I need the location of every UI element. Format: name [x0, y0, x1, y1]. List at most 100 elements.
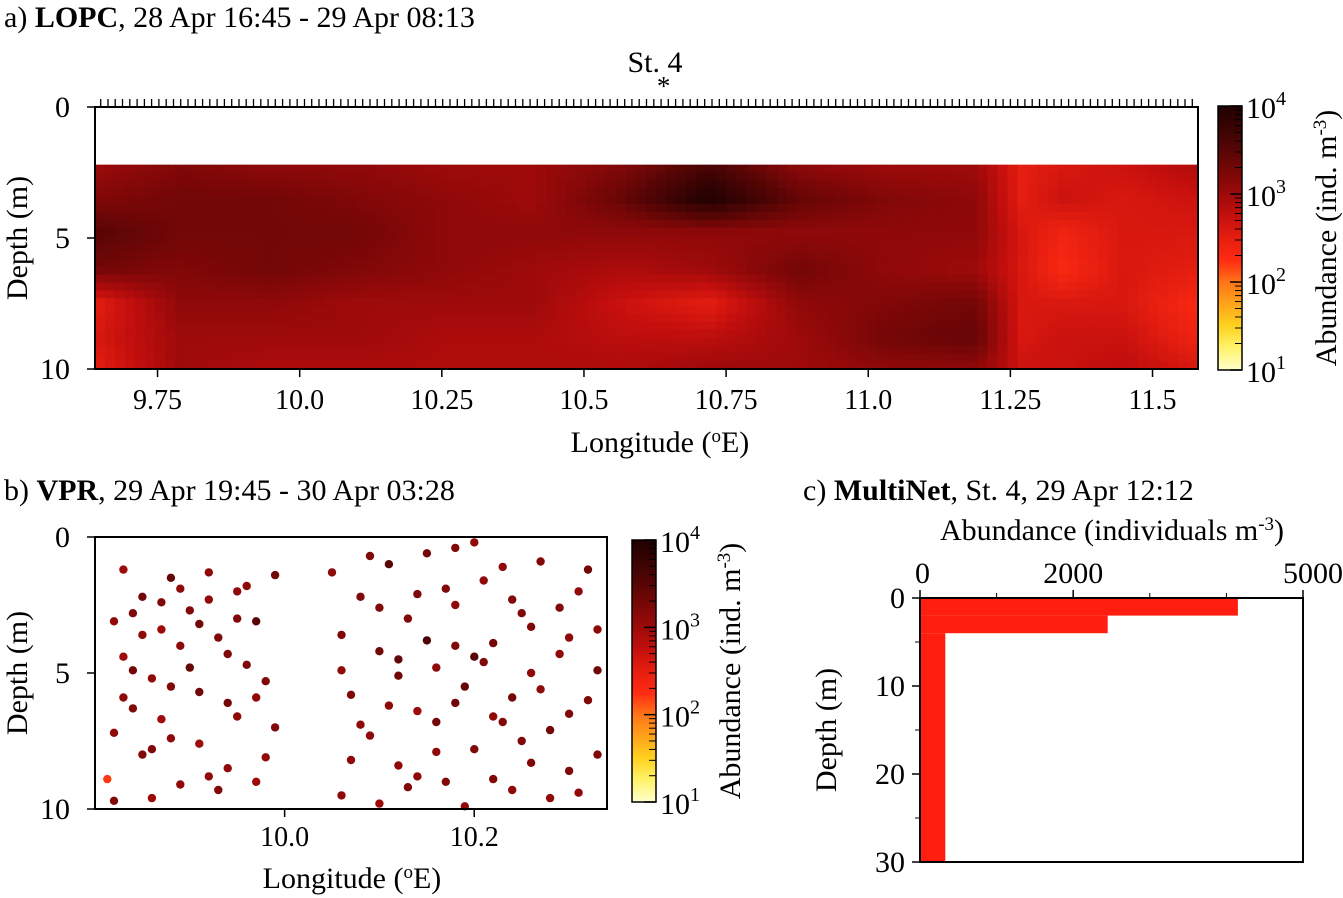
heatmap-cell [345, 329, 357, 339]
heatmap-cell [1027, 345, 1039, 354]
heatmap-cell [716, 313, 728, 323]
heatmap-cell [636, 298, 648, 307]
vpr-point [337, 666, 346, 675]
heatmap-cell [145, 306, 156, 315]
heatmap-cell [335, 329, 347, 339]
heatmap-cell [1017, 196, 1029, 205]
heatmap-cell [636, 266, 648, 276]
heatmap-cell [857, 172, 868, 181]
heatmap-cell [937, 313, 948, 323]
heatmap-cell [145, 211, 156, 221]
heatmap-cell [145, 258, 156, 268]
heatmap-cell [295, 329, 307, 339]
heatmap-cell [105, 290, 116, 299]
x-tick-label: 10.0 [260, 822, 309, 853]
heatmap-cell [1037, 219, 1049, 229]
heatmap-cell [345, 164, 357, 174]
heatmap-cell [666, 337, 678, 347]
heatmap-cell [1147, 329, 1159, 339]
heatmap-cell [175, 211, 186, 221]
heatmap-cell [857, 219, 868, 229]
heatmap-cell [766, 345, 778, 354]
heatmap-cell [1167, 290, 1179, 299]
heatmap-cell [215, 180, 226, 189]
heatmap-cell [466, 243, 477, 252]
heatmap-cell [1147, 345, 1159, 354]
heatmap-cell [275, 290, 287, 299]
heatmap-cell [175, 243, 186, 252]
heatmap-cell [1127, 298, 1139, 307]
heatmap-cell [1047, 306, 1059, 315]
heatmap-cell [486, 235, 497, 244]
heatmap-cell [516, 274, 527, 284]
heatmap-cell [706, 274, 718, 284]
heatmap-cell [245, 313, 257, 323]
heatmap-cell [1087, 196, 1099, 205]
heatmap-cell [335, 298, 347, 307]
heatmap-cell [847, 329, 858, 339]
heatmap-cell [295, 258, 307, 268]
heatmap-cell [516, 188, 527, 197]
heatmap-cell [616, 235, 628, 244]
heatmap-cell [365, 337, 377, 347]
heatmap-cell [235, 219, 247, 229]
heatmap-cell [566, 172, 577, 181]
heatmap-cell [867, 196, 878, 205]
heatmap-cell [796, 235, 808, 244]
heatmap-cell [536, 243, 547, 252]
heatmap-cell [315, 180, 327, 189]
heatmap-cell [355, 274, 367, 284]
heatmap-cell [506, 282, 517, 291]
heatmap-cell [837, 329, 848, 339]
heatmap-cell [476, 180, 487, 189]
heatmap-cell [365, 203, 377, 213]
heatmap-cell [315, 172, 327, 181]
heatmap-cell [776, 164, 788, 174]
heatmap-cell [1067, 164, 1079, 174]
heatmap-cell [1107, 290, 1119, 299]
heatmap-cell [395, 337, 407, 347]
heatmap-cell [596, 298, 607, 307]
heatmap-cell [706, 180, 718, 189]
heatmap-cell [586, 306, 597, 315]
heatmap-cell [1017, 329, 1029, 339]
heatmap-cell [726, 203, 738, 213]
heatmap-cell [335, 243, 347, 252]
heatmap-cell [115, 353, 126, 362]
heatmap-cell [1067, 313, 1079, 323]
heatmap-cell [786, 353, 798, 362]
heatmap-cell [335, 313, 347, 323]
heatmap-cell [937, 266, 948, 276]
heatmap-cell [1147, 235, 1159, 244]
heatmap-cell [766, 353, 778, 362]
heatmap-cell [135, 329, 146, 339]
heatmap-cell [606, 266, 618, 276]
heatmap-cell [867, 361, 878, 369]
heatmap-cell [385, 298, 397, 307]
heatmap-cell [776, 329, 788, 339]
heatmap-cell [907, 235, 918, 244]
heatmap-cell [1137, 227, 1149, 236]
heatmap-cell [796, 274, 808, 284]
heatmap-cell [506, 188, 517, 197]
heatmap-cell [646, 243, 658, 252]
heatmap-cell [1157, 361, 1169, 369]
heatmap-cell [546, 235, 557, 244]
heatmap-cell [516, 219, 527, 229]
heatmap-cell [155, 258, 166, 268]
heatmap-cell [1087, 251, 1099, 260]
heatmap-cell [255, 180, 267, 189]
heatmap-cell [486, 251, 497, 260]
heatmap-cell [826, 251, 838, 260]
heatmap-cell [395, 361, 407, 369]
heatmap-cell [646, 321, 658, 331]
heatmap-cell [185, 298, 196, 307]
heatmap-cell [606, 164, 618, 174]
heatmap-cell [215, 235, 226, 244]
heatmap-cell [546, 219, 557, 229]
heatmap-cell [265, 172, 277, 181]
heatmap-cell [95, 274, 106, 284]
heatmap-cell [345, 243, 357, 252]
heatmap-cell [506, 164, 517, 174]
heatmap-cell [766, 172, 778, 181]
